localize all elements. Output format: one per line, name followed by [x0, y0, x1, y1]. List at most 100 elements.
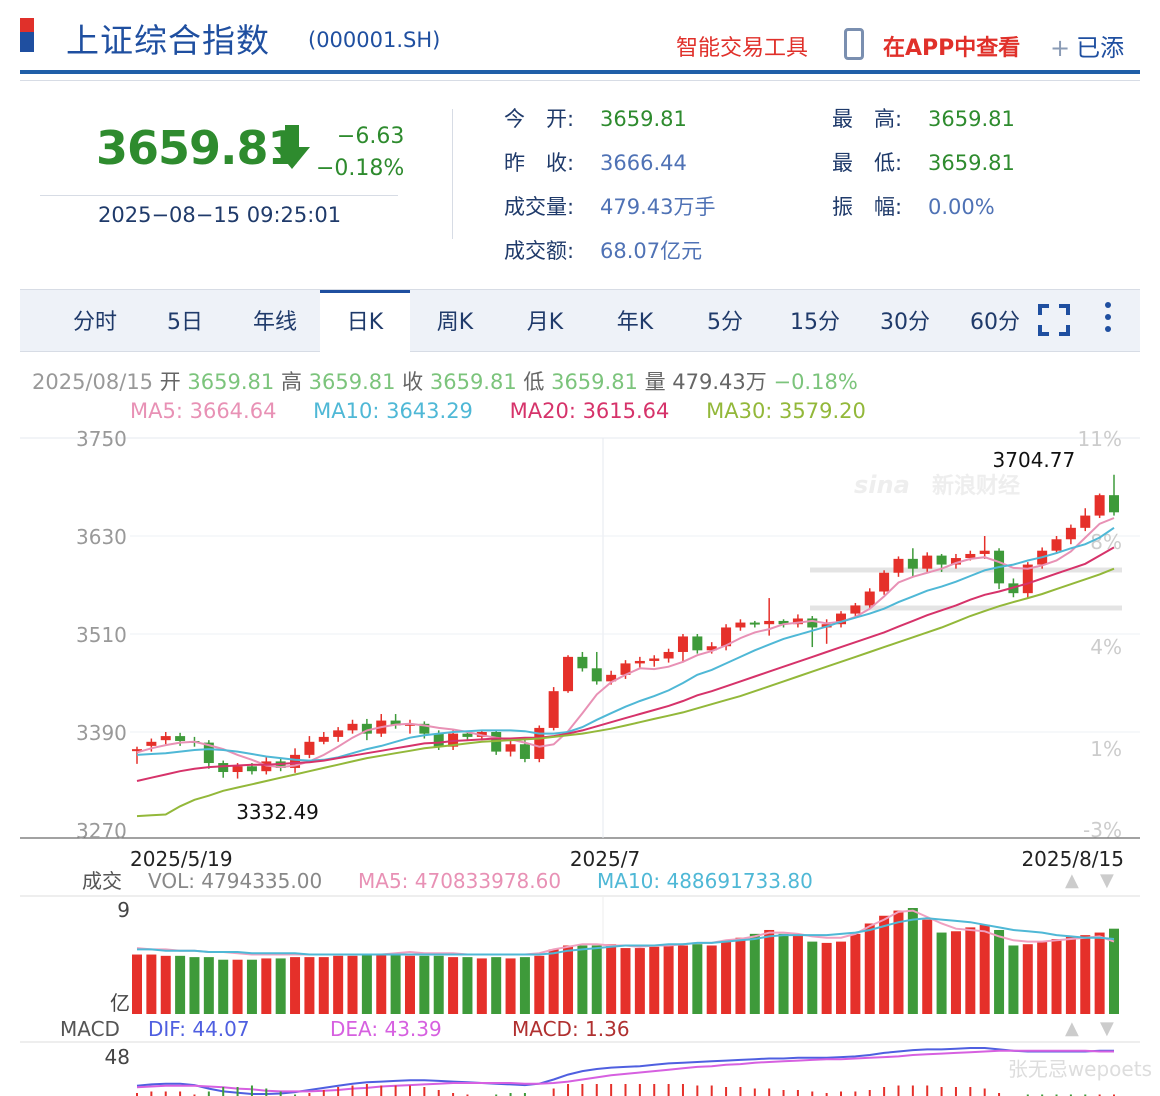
candle-body [132, 749, 142, 752]
y-tick-label: 3510 [76, 623, 127, 647]
volume-bar [1094, 932, 1105, 1014]
candle-body [232, 766, 243, 773]
candle-body [505, 744, 516, 752]
volume-bar [347, 955, 358, 1014]
tab-5min[interactable]: 5分 [707, 310, 743, 335]
volume-bar [577, 945, 588, 1014]
open-in-app-link[interactable]: 在APP中查看 [883, 36, 1021, 61]
volume-tick-label: 9 [117, 898, 130, 922]
volume-bar [620, 948, 631, 1014]
volume-bar [1037, 941, 1048, 1014]
candle-body [548, 691, 559, 728]
candle-body [677, 636, 688, 652]
y-tick-label: 3630 [76, 525, 127, 549]
candle-body [1109, 495, 1119, 513]
candle-body [1080, 515, 1091, 528]
brand-logo [20, 18, 34, 52]
stat-amplitude: 振 幅: 0.00% [832, 195, 995, 219]
volume-bar [534, 955, 545, 1014]
watermark-text: 新浪财经 [932, 473, 1020, 499]
tab-60min[interactable]: 60分 [970, 310, 1020, 335]
change-value: −6.63 [336, 124, 405, 149]
candle-body [361, 723, 372, 734]
tab-daily-k[interactable]: 日K [320, 290, 410, 353]
tab-30min[interactable]: 30分 [880, 310, 930, 335]
candle-body [706, 646, 717, 651]
candle-body [1065, 527, 1076, 540]
tab-15min[interactable]: 15分 [790, 310, 840, 335]
tab-monthly-k[interactable]: 月K [526, 310, 564, 335]
vol-ma10-line [137, 917, 1115, 956]
bar-low: 3659.81 [551, 370, 638, 394]
tab-intraday[interactable]: 分时 [72, 310, 117, 335]
candle-body [534, 727, 545, 759]
volume-bar [433, 955, 444, 1014]
volume-bar [721, 941, 732, 1014]
pct-tick-label: -3% [1083, 818, 1122, 842]
candle-body [591, 668, 602, 682]
fullscreen-icon[interactable] [1038, 304, 1070, 336]
open-label: 开 [159, 370, 181, 394]
volume-bar [333, 955, 344, 1014]
candle-body [936, 555, 947, 565]
ma20-line [136, 546, 1115, 782]
volume-bar [175, 955, 186, 1014]
tab-year-line[interactable]: 年线 [252, 310, 297, 335]
ma10-legend: MA10: 3643.29 [313, 399, 473, 423]
candle-body [807, 618, 818, 628]
volume-bar [735, 937, 746, 1014]
macd-title: MACD [60, 1017, 120, 1041]
bar-volume: 479.43万 [672, 370, 767, 394]
volume-bar [548, 949, 559, 1014]
candle-body [634, 660, 645, 664]
volume-bar [404, 955, 415, 1014]
low-annotation: 3332.49 [236, 800, 319, 824]
candle-body [764, 620, 775, 625]
bar-pct: −0.18% [773, 370, 858, 394]
volume-bar [591, 945, 602, 1014]
candle-body [246, 766, 257, 772]
ma5-line [136, 517, 1115, 769]
stock-code: (000001.SH) [308, 28, 441, 52]
tab-weekly-k[interactable]: 周K [436, 310, 474, 335]
divider [40, 195, 398, 196]
more-menu-icon[interactable] [1104, 302, 1112, 338]
candle-body [836, 613, 847, 625]
volume-bar [361, 954, 372, 1014]
add-watchlist-button[interactable]: + 已添 [1050, 28, 1124, 63]
stat-amount: 成交额: 68.07亿元 [504, 239, 703, 263]
volume-bar [764, 929, 775, 1014]
volume-bar [850, 933, 861, 1014]
volume-bar [376, 954, 387, 1014]
candle-body [404, 723, 415, 726]
candle-body [735, 622, 746, 628]
candle-body [663, 651, 674, 659]
volume-bar [893, 910, 904, 1014]
stat-low: 最 低: 3659.81 [832, 151, 1015, 175]
volume-bar [706, 945, 717, 1014]
volume-bar [318, 957, 329, 1014]
bar-info-line: 2025/08/15 开 3659.81 高 3659.81 收 3659.81… [32, 366, 858, 396]
candle-body [950, 558, 961, 565]
volume-bar [677, 945, 688, 1014]
candle-body [519, 744, 530, 759]
stat-volume: 成交量: 479.43万手 [504, 195, 716, 219]
plus-icon: + [1050, 34, 1071, 62]
volume-bar [304, 957, 315, 1014]
candle-body [893, 558, 904, 573]
ma30-line [136, 567, 1115, 818]
candle-body [433, 733, 444, 747]
volume-bar [1051, 939, 1062, 1014]
high-annotation: 3704.77 [993, 448, 1076, 472]
candle-body [290, 754, 301, 768]
divider [452, 109, 453, 239]
trade-tool-link[interactable]: 智能交易工具 [676, 36, 809, 61]
macd-legend: DEA: 43.39 [330, 1017, 442, 1041]
volume-bar [218, 959, 229, 1014]
ma20-legend: MA20: 3615.64 [509, 399, 670, 423]
candle-body [649, 658, 660, 661]
page-title: 上证综合指数 [66, 21, 270, 60]
tab-yearly-k[interactable]: 年K [616, 310, 654, 335]
tab-5day[interactable]: 5日 [167, 310, 203, 335]
